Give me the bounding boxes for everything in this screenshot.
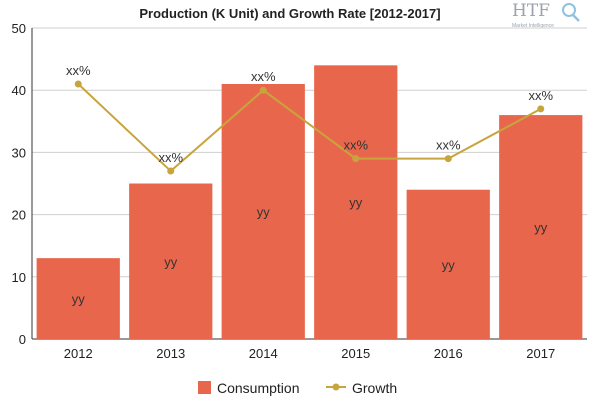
- bar: [314, 65, 398, 339]
- bar: [406, 189, 490, 339]
- legend-marker-growth: [332, 383, 340, 391]
- growth-data-label: xx%: [436, 138, 461, 153]
- line-data-labels: xx% xx% xx% xx% xx% xx%: [66, 63, 554, 165]
- y-tick-label: 50: [12, 21, 26, 36]
- y-axis: 0 10 20 30 40 50: [12, 21, 33, 347]
- magnifier-icon: [562, 3, 580, 22]
- chart-title: Production (K Unit) and Growth Rate [201…: [139, 6, 440, 21]
- htf-logo: HTF Market Intelligence: [512, 1, 580, 29]
- y-tick-label: 20: [12, 208, 26, 223]
- bar-data-label: yy: [442, 257, 456, 272]
- bar-data-label: yy: [257, 204, 271, 219]
- grid-lines: [32, 27, 587, 340]
- x-tick-label: 2015: [341, 346, 370, 361]
- growth-data-label: xx%: [158, 150, 183, 165]
- y-tick-label: 0: [19, 332, 26, 347]
- legend-label-consumption: Consumption: [217, 380, 300, 396]
- legend-label-growth: Growth: [352, 380, 397, 396]
- bar-data-label: yy: [534, 220, 548, 235]
- x-tick-label: 2012: [64, 346, 93, 361]
- growth-point: [167, 167, 175, 175]
- growth-point: [352, 155, 360, 163]
- bar: [36, 258, 120, 339]
- y-tick-label: 30: [12, 145, 26, 160]
- y-tick-label: 40: [12, 83, 26, 98]
- y-tick-label: 10: [12, 270, 26, 285]
- bar-data-label: yy: [349, 195, 363, 210]
- x-tick-label: 2013: [156, 346, 185, 361]
- legend-swatch-consumption: [198, 381, 211, 394]
- legend: Consumption Growth: [198, 380, 397, 396]
- bar-data-label: yy: [164, 254, 178, 269]
- growth-point: [444, 155, 452, 163]
- growth-line: [77, 83, 542, 173]
- logo-text: HTF: [512, 1, 550, 21]
- growth-point: [259, 86, 267, 94]
- line-series: [74, 80, 545, 175]
- bar: [499, 115, 583, 339]
- growth-data-label: xx%: [251, 69, 276, 84]
- growth-point: [537, 105, 545, 113]
- bar-data-labels: yy yy yy yy yy yy: [72, 195, 548, 306]
- x-tick-label: 2014: [249, 346, 278, 361]
- bar: [221, 83, 305, 339]
- growth-point: [74, 80, 82, 88]
- growth-data-label: xx%: [66, 63, 91, 78]
- growth-data-label: xx%: [343, 138, 368, 153]
- x-tick-label: 2016: [434, 346, 463, 361]
- bar-series: [36, 65, 583, 339]
- growth-data-label: xx%: [528, 88, 553, 103]
- bar-data-label: yy: [72, 292, 86, 307]
- bar: [129, 183, 213, 339]
- x-tick-label: 2017: [526, 346, 555, 361]
- x-axis: 2012 2013 2014 2015 2016 2017: [64, 346, 555, 361]
- logo-subtext: Market Intelligence: [512, 23, 554, 29]
